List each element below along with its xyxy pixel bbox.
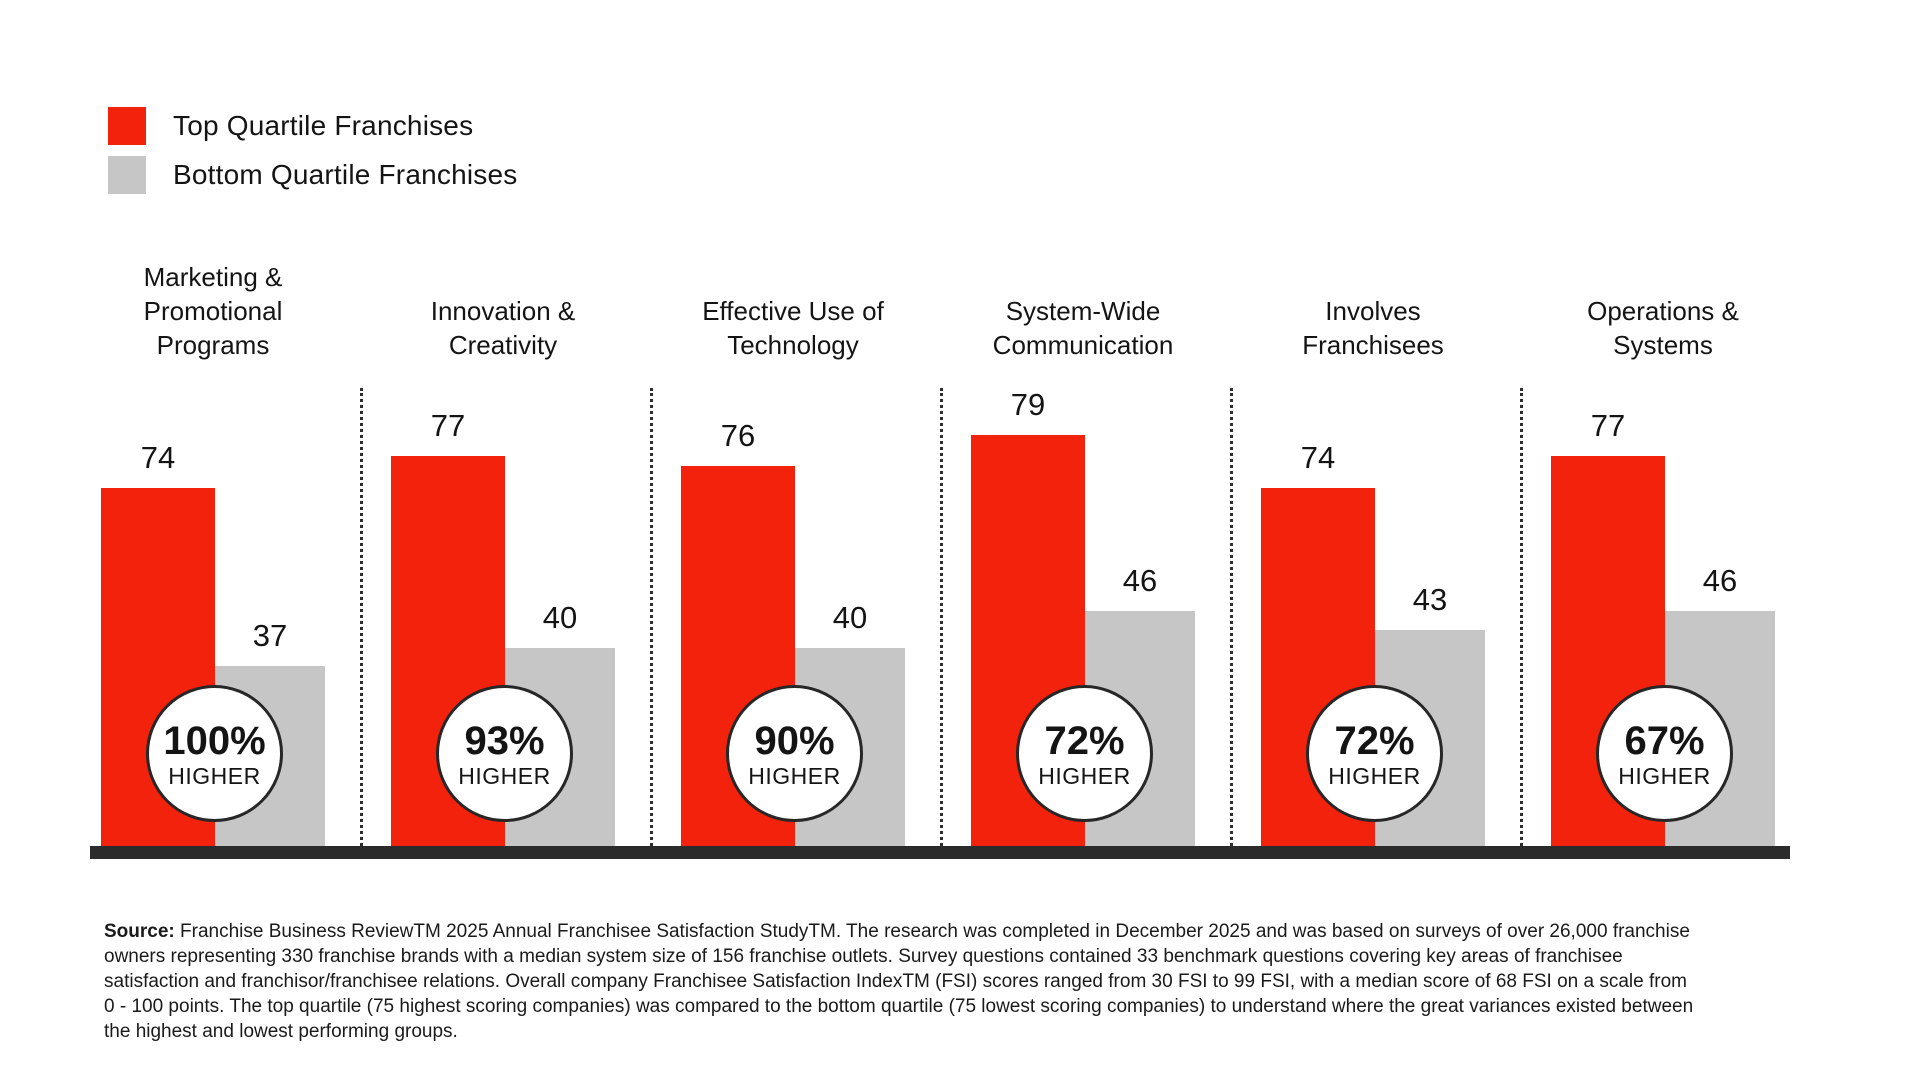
bar-pair: 76 40 90% HIGHER xyxy=(681,388,905,846)
category-title: Involves Franchisees xyxy=(1302,296,1444,360)
source-note: Source: Franchise Business ReviewTM 2025… xyxy=(104,919,1694,1044)
category-title: Marketing & Promotional Programs xyxy=(143,262,283,360)
category-title: Effective Use of Technology xyxy=(702,296,884,360)
pct-higher-badge: 90% HIGHER xyxy=(726,685,863,822)
badge-percent-value: 93% xyxy=(464,718,545,763)
badge-percent-value: 72% xyxy=(1334,718,1415,763)
badge-percent-value: 90% xyxy=(754,718,835,763)
category-column: Effective Use of Technology 76 40 90% HIGHER xyxy=(650,240,960,858)
badge-higher-label: HIGHER xyxy=(748,762,841,789)
category-title: System-Wide Communication xyxy=(992,296,1174,360)
bar-pair: 77 40 93% HIGHER xyxy=(391,388,615,846)
pct-higher-badge: 93% HIGHER xyxy=(436,685,573,822)
legend-label-bottom-quartile: Bottom Quartile Franchises xyxy=(173,159,518,190)
legend-row-bottom-quartile: Bottom Quartile Franchises xyxy=(108,156,517,194)
legend-row-top-quartile: Top Quartile Franchises xyxy=(108,107,517,145)
badge-percent-value: 67% xyxy=(1624,718,1705,763)
source-text: Franchise Business ReviewTM 2025 Annual … xyxy=(104,921,1694,1042)
bottom-quartile-value: 40 xyxy=(832,600,868,635)
top-quartile-value: 76 xyxy=(720,418,756,453)
column-divider xyxy=(650,388,653,858)
pct-higher-badge: 100% HIGHER xyxy=(146,685,283,822)
badge-higher-label: HIGHER xyxy=(458,762,551,789)
bar-pair: 74 37 100% HIGHER xyxy=(101,388,325,846)
category-title: Operations & Systems xyxy=(1587,296,1739,360)
badge-higher-label: HIGHER xyxy=(1038,762,1131,789)
bar-pair: 79 46 72% HIGHER xyxy=(971,388,1195,846)
badge-percent-value: 72% xyxy=(1044,718,1125,763)
bottom-quartile-value: 40 xyxy=(542,600,578,635)
category-column: Involves Franchisees 74 43 72% HIGHER xyxy=(1230,240,1540,858)
bottom-quartile-value: 46 xyxy=(1122,563,1158,598)
category-column: Operations & Systems 77 46 67% HIGHER xyxy=(1520,240,1830,858)
category-column: System-Wide Communication 79 46 72% HIGHER xyxy=(940,240,1250,858)
category-title: Innovation & Creativity xyxy=(430,296,576,360)
badge-percent-value: 100% xyxy=(163,718,266,763)
category-column: Innovation & Creativity 77 40 93% HIGHER xyxy=(360,240,670,858)
bar-chart: Marketing & Promotional Programs 74 37 100%… xyxy=(90,240,1830,858)
badge-higher-label: HIGHER xyxy=(1328,762,1421,789)
bar-pair: 77 46 67% HIGHER xyxy=(1551,388,1775,846)
top-quartile-swatch xyxy=(108,107,146,145)
bottom-quartile-value: 37 xyxy=(252,618,288,653)
badge-higher-label: HIGHER xyxy=(1618,762,1711,789)
pct-higher-badge: 72% HIGHER xyxy=(1306,685,1443,822)
top-quartile-value: 79 xyxy=(1010,387,1046,422)
bar-pair: 74 43 72% HIGHER xyxy=(1261,388,1485,846)
bottom-quartile-value: 46 xyxy=(1702,563,1738,598)
x-axis-baseline xyxy=(90,846,1790,859)
category-column: Marketing & Promotional Programs 74 37 100%… xyxy=(90,240,380,858)
top-quartile-value: 74 xyxy=(140,440,176,475)
bottom-quartile-swatch xyxy=(108,156,146,194)
pct-higher-badge: 72% HIGHER xyxy=(1016,685,1153,822)
top-quartile-value: 77 xyxy=(1590,408,1626,443)
column-divider xyxy=(360,388,363,858)
top-quartile-value: 77 xyxy=(430,408,466,443)
column-divider xyxy=(940,388,943,858)
legend-label-top-quartile: Top Quartile Franchises xyxy=(173,110,474,141)
bottom-quartile-value: 43 xyxy=(1412,582,1448,617)
source-label: Source: xyxy=(104,921,175,942)
top-quartile-value: 74 xyxy=(1300,440,1336,475)
pct-higher-badge: 67% HIGHER xyxy=(1596,685,1733,822)
chart-legend: Top Quartile Franchises Bottom Quartile … xyxy=(108,107,517,205)
column-divider xyxy=(1520,388,1523,858)
column-divider xyxy=(1230,388,1233,858)
badge-higher-label: HIGHER xyxy=(168,762,261,789)
